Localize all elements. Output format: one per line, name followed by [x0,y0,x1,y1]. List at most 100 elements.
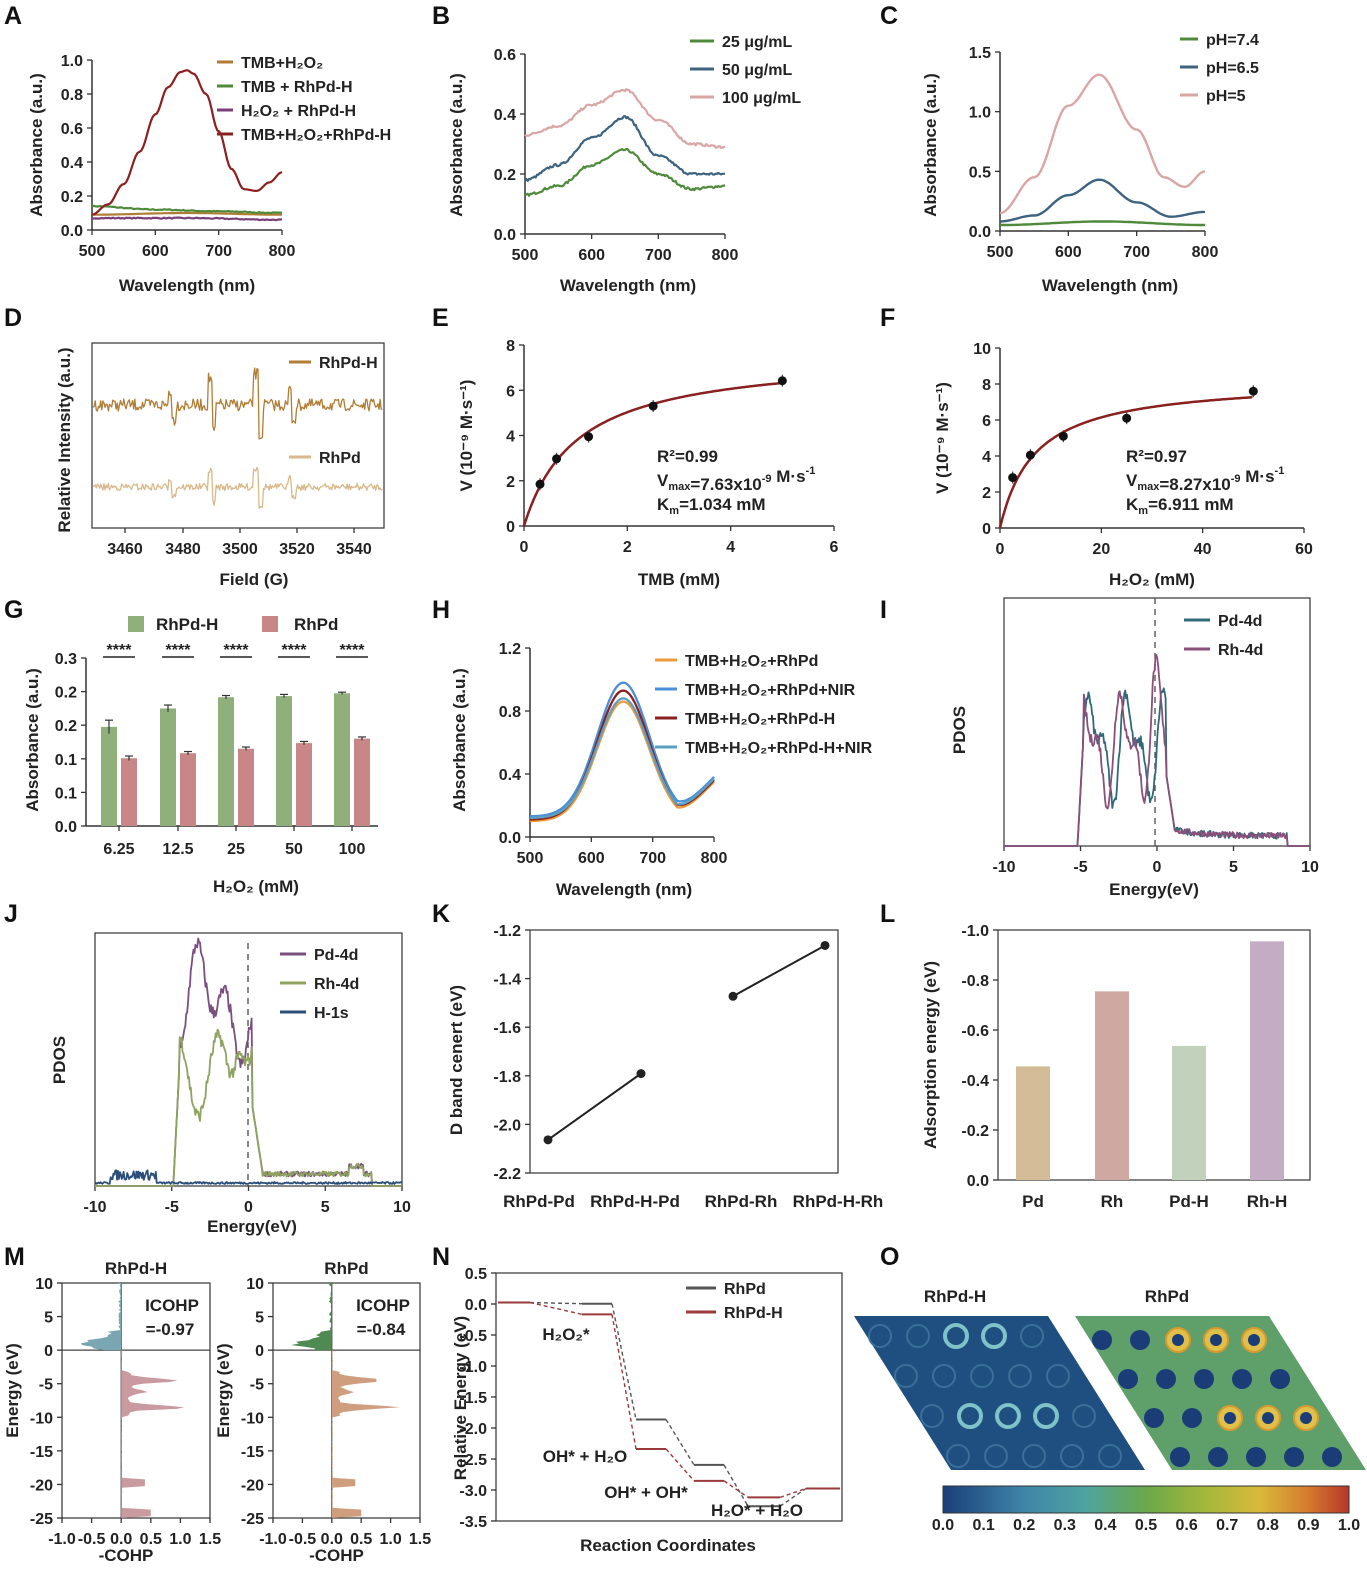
y-axis-title: PDOS [950,706,969,754]
colorbar-tick-label: 1.0 [1338,1517,1360,1534]
series-line [999,73,1206,215]
density-ring [946,1444,970,1468]
bar [238,748,254,826]
y-axis-title: Absorbance (a.u.) [447,73,466,217]
energy-connector [779,1487,807,1507]
x-tick-label: 25 [227,841,245,858]
density-core [1172,1334,1184,1346]
vmax-text-part: M·s [772,467,806,486]
panel-label: J [4,900,18,928]
legend-label: RhPd [294,615,338,634]
y-tick-label: 0.0 [61,223,83,240]
x-tick-label: 800 [269,243,296,260]
y-tick-label: 0.5 [969,164,991,181]
x-tick-label: 800 [701,850,728,867]
energy-connector [665,1419,695,1466]
x-tick-label: 2 [623,539,632,556]
legend-label: pH=6.5 [1206,60,1259,77]
x-tick-label: 3460 [107,541,143,558]
x-axis-title: H₂O₂ (mM) [213,877,299,896]
y-tick-label: 5 [255,1310,264,1327]
y-tick-label: 0.3 [55,651,77,668]
x-tick-label: 0.0 [110,1531,132,1548]
x-tick-label: 0 [1153,859,1162,876]
energy-connector [611,1303,637,1420]
bar [1095,991,1129,1180]
plot-frame [1003,597,1311,847]
y-tick-label: -1.6 [493,1020,521,1037]
data-point [1025,450,1035,460]
x-tick-label: 500 [987,244,1014,261]
data-point [1248,386,1258,396]
y-tick-label: -0.6 [961,1023,989,1040]
bar [296,743,312,826]
legend-label: TMB+H₂O₂ [241,55,323,72]
x-tick-label: 0.5 [140,1531,162,1548]
data-point [552,454,562,464]
vmax-text-part: V [657,471,669,490]
y-tick-label: -1.0 [961,923,989,940]
legend-label: RhPd-H [724,1305,783,1322]
x-tick-label: 1.5 [409,1531,431,1548]
x-axis-title: Wavelength (nm) [560,276,696,295]
density-ring [932,1364,956,1388]
bar [121,758,137,826]
x-tick-label: 700 [1123,244,1150,261]
energy-connector [529,1301,583,1316]
density-ring [943,1323,969,1349]
density-core [1224,1412,1236,1424]
density-ring [1046,1364,1070,1388]
x-tick-label: 6 [830,539,839,556]
x-tick-label: -1.0 [259,1531,287,1548]
energy-connector [529,1301,583,1305]
x-tick-label: Rh-H [1247,1192,1288,1211]
y-tick-label: -25 [241,1511,264,1528]
y-tick-label: 10 [246,1276,264,1293]
y-tick-label: 1.2 [499,641,521,658]
km-text-part: m [1138,505,1148,517]
km-text-part: K [1126,495,1139,514]
x-tick-label: 1.0 [379,1531,401,1548]
density-map-rhpd [1075,1316,1366,1470]
series-line [94,1169,402,1185]
vmax-text-part: V [1126,471,1138,490]
x-tick-label: 700 [205,243,232,260]
y-axis-title: Relative Energy (eV) [451,1316,470,1480]
y-tick-label: 0.8 [61,87,83,104]
x-tick-label: 20 [1092,541,1110,558]
y-tick-label: 2 [506,474,515,491]
x-tick-label: RhPd-Pd [503,1192,575,1211]
y-tick-label: 0.0 [967,1173,989,1190]
x-tick-label: 700 [645,247,672,264]
y-tick-label: 10 [35,1276,53,1293]
density-ring [1008,1364,1032,1388]
colorbar-tick-label: 0.3 [1054,1517,1076,1534]
y-tick-label: -2.0 [459,1421,487,1438]
y-tick-label: -10 [241,1410,264,1427]
x-tick-label: -10 [992,859,1015,876]
panel-label: I [880,596,887,624]
x-tick-label: 3520 [279,541,315,558]
density-ring [894,1364,918,1388]
x-tick-label: Pd [1022,1192,1044,1211]
bar [354,738,370,826]
energy-connector [779,1487,807,1499]
x-tick-label: 10 [1301,859,1319,876]
density-core [1322,1447,1342,1467]
vmax-text: Vmax=8.27x10-9 M·s-1 [1126,465,1284,494]
subplot-title: RhPd-H [105,1259,167,1278]
y-axis-title: Relative Intensity (a.u.) [55,347,74,532]
y-tick-label: -1.5 [459,1390,487,1407]
km-text-part: K [657,495,670,514]
density-ring [970,1364,994,1388]
density-ring [1072,1404,1096,1428]
x-tick-label: 1.5 [199,1531,221,1548]
y-axis-title: D band cenert (eV) [447,985,466,1135]
density-ring [1098,1444,1122,1468]
x-tick-label: 800 [712,247,739,264]
x-axis-title: Field (G) [220,570,289,589]
panel-label: K [432,900,450,928]
y-tick-label: 8 [982,377,991,394]
y-tick-label: 5 [44,1310,53,1327]
y-tick-label: 0.0 [494,227,516,244]
